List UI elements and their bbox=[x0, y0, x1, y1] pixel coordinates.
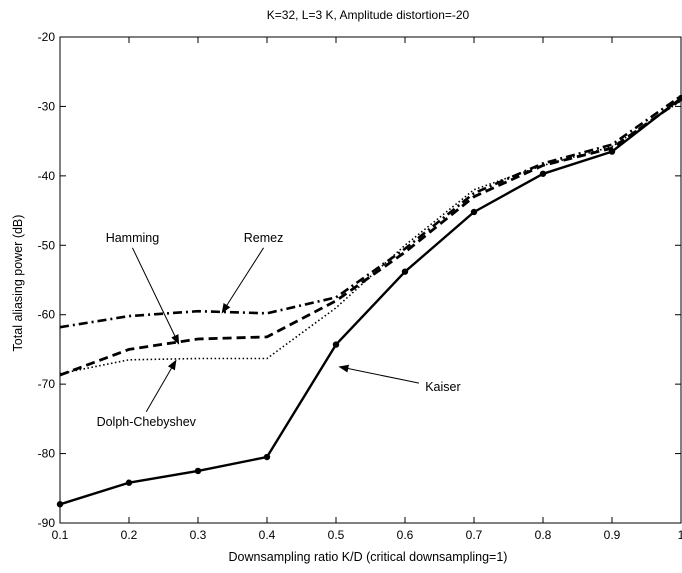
y-tick-label: -80 bbox=[38, 447, 56, 461]
data-point-kaiser bbox=[194, 467, 202, 475]
x-tick-label: 0.7 bbox=[466, 528, 483, 542]
annotation-arrow bbox=[221, 247, 264, 314]
y-tick-label: -90 bbox=[38, 516, 56, 530]
x-tick-label: 0.3 bbox=[190, 528, 207, 542]
y-tick-label: -30 bbox=[38, 99, 56, 113]
annotation-label: Kaiser bbox=[425, 380, 460, 394]
annotation-arrow bbox=[338, 364, 420, 384]
y-tick-label: -40 bbox=[38, 169, 56, 183]
data-point-kaiser bbox=[401, 268, 409, 275]
data-point-kaiser bbox=[608, 148, 616, 155]
data-point-kaiser bbox=[539, 170, 547, 177]
x-axis-label: Downsampling ratio K/D (critical downsam… bbox=[229, 550, 508, 564]
y-tick-label: -60 bbox=[38, 308, 56, 322]
x-tick-label: 0.4 bbox=[259, 528, 276, 542]
data-point-kaiser bbox=[470, 208, 478, 216]
plot-frame bbox=[59, 36, 682, 524]
x-tick-label: 0.6 bbox=[397, 528, 414, 542]
y-tick-label: -50 bbox=[38, 238, 56, 252]
annotation-arrow bbox=[145, 359, 177, 413]
annotation-arrow bbox=[131, 247, 180, 345]
x-tick-label: 0.1 bbox=[52, 528, 69, 542]
data-point-kaiser bbox=[677, 94, 682, 102]
y-tick-label: -70 bbox=[38, 377, 56, 391]
x-tick-label: 0.5 bbox=[328, 528, 345, 542]
x-tick-label: 0.9 bbox=[604, 528, 621, 542]
data-point-kaiser bbox=[263, 453, 271, 461]
x-tick-label: 0.2 bbox=[121, 528, 138, 542]
data-point-kaiser bbox=[125, 479, 133, 486]
y-tick-label: -20 bbox=[38, 30, 56, 44]
series-line-dolph-chebyshev bbox=[59, 100, 682, 375]
series-line-remez bbox=[59, 94, 682, 329]
annotation-label: Hamming bbox=[106, 231, 160, 245]
data-point-kaiser bbox=[56, 501, 64, 508]
x-tick-label: 0.8 bbox=[535, 528, 552, 542]
x-tick-label: 1 bbox=[678, 528, 682, 542]
data-point-kaiser bbox=[332, 341, 340, 348]
plot-area: 0.1 0.2 0.3 0.4 0.5 0.6 0.7 0.8 0.9 1 -20 -30 -40 -50… bbox=[38, 30, 682, 542]
annotation-label: Remez bbox=[244, 231, 284, 245]
y-axis-label: Total aliasing power (dB) bbox=[11, 215, 25, 352]
series-line-kaiser bbox=[59, 97, 682, 506]
annotation-label: Dolph-Chebyshev bbox=[97, 415, 197, 429]
chart-title: K=32, L=3 K, Amplitude distortion=-20 bbox=[267, 8, 470, 22]
